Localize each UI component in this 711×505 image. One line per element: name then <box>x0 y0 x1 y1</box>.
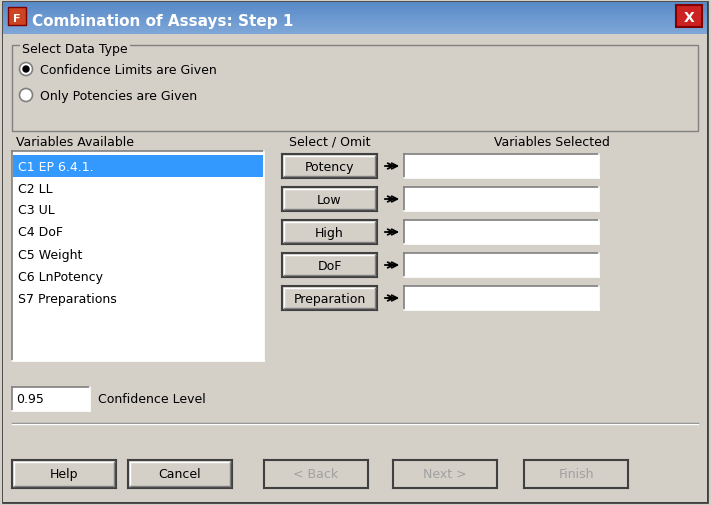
Text: High: High <box>315 226 344 239</box>
Circle shape <box>19 63 33 76</box>
FancyBboxPatch shape <box>282 188 377 212</box>
FancyBboxPatch shape <box>3 17 707 18</box>
FancyBboxPatch shape <box>3 3 707 4</box>
FancyBboxPatch shape <box>282 286 377 311</box>
FancyBboxPatch shape <box>3 14 707 15</box>
Text: < Back: < Back <box>294 468 338 481</box>
FancyBboxPatch shape <box>20 42 130 52</box>
Text: F: F <box>14 14 21 24</box>
FancyBboxPatch shape <box>12 46 698 132</box>
FancyBboxPatch shape <box>3 12 707 13</box>
Text: C4 DoF: C4 DoF <box>18 226 63 239</box>
Text: DoF: DoF <box>317 259 342 272</box>
FancyBboxPatch shape <box>3 26 707 27</box>
Text: C5 Weight: C5 Weight <box>18 248 82 261</box>
FancyBboxPatch shape <box>13 156 263 178</box>
FancyBboxPatch shape <box>524 460 628 488</box>
FancyBboxPatch shape <box>3 3 707 502</box>
Text: C2 LL: C2 LL <box>18 182 53 195</box>
Text: Confidence Limits are Given: Confidence Limits are Given <box>40 63 217 76</box>
FancyBboxPatch shape <box>3 27 707 28</box>
FancyBboxPatch shape <box>8 8 26 26</box>
FancyBboxPatch shape <box>282 155 377 179</box>
Circle shape <box>19 89 33 103</box>
FancyBboxPatch shape <box>393 460 497 488</box>
Text: Select / Omit: Select / Omit <box>289 135 370 148</box>
FancyBboxPatch shape <box>676 6 702 28</box>
FancyBboxPatch shape <box>3 24 707 25</box>
Text: Help: Help <box>50 468 78 481</box>
FancyBboxPatch shape <box>12 152 264 361</box>
FancyBboxPatch shape <box>3 7 707 8</box>
Text: Variables Available: Variables Available <box>16 135 134 148</box>
FancyBboxPatch shape <box>3 34 707 35</box>
Text: C3 UL: C3 UL <box>18 204 55 217</box>
FancyBboxPatch shape <box>3 15 707 16</box>
FancyBboxPatch shape <box>3 31 707 32</box>
FancyBboxPatch shape <box>3 33 707 34</box>
FancyBboxPatch shape <box>3 6 707 7</box>
Text: Low: Low <box>317 193 342 206</box>
FancyBboxPatch shape <box>3 5 707 6</box>
FancyBboxPatch shape <box>3 21 707 22</box>
FancyBboxPatch shape <box>3 4 707 5</box>
FancyBboxPatch shape <box>404 155 599 179</box>
FancyBboxPatch shape <box>3 16 707 17</box>
Text: Next >: Next > <box>423 468 467 481</box>
Text: Cancel: Cancel <box>159 468 201 481</box>
Text: S7 Preparations: S7 Preparations <box>18 292 117 305</box>
FancyBboxPatch shape <box>3 18 707 19</box>
FancyBboxPatch shape <box>3 10 707 11</box>
Text: X: X <box>683 11 695 25</box>
Text: 0.95: 0.95 <box>16 393 44 406</box>
Text: Preparation: Preparation <box>294 292 365 305</box>
FancyBboxPatch shape <box>12 387 90 411</box>
FancyBboxPatch shape <box>3 22 707 23</box>
FancyBboxPatch shape <box>3 35 707 502</box>
Text: Finish: Finish <box>558 468 594 481</box>
FancyBboxPatch shape <box>404 254 599 277</box>
FancyBboxPatch shape <box>282 221 377 244</box>
FancyBboxPatch shape <box>3 13 707 14</box>
FancyBboxPatch shape <box>3 29 707 30</box>
FancyBboxPatch shape <box>282 254 377 277</box>
FancyBboxPatch shape <box>3 25 707 26</box>
FancyBboxPatch shape <box>404 221 599 244</box>
FancyBboxPatch shape <box>3 11 707 12</box>
Text: Only Potencies are Given: Only Potencies are Given <box>40 89 197 103</box>
FancyBboxPatch shape <box>3 28 707 29</box>
FancyBboxPatch shape <box>3 9 707 10</box>
FancyBboxPatch shape <box>404 188 599 212</box>
FancyBboxPatch shape <box>3 20 707 21</box>
Text: Confidence Level: Confidence Level <box>98 393 205 406</box>
FancyBboxPatch shape <box>3 30 707 31</box>
FancyBboxPatch shape <box>3 23 707 24</box>
FancyBboxPatch shape <box>3 32 707 33</box>
Circle shape <box>23 67 29 73</box>
FancyBboxPatch shape <box>12 460 116 488</box>
FancyBboxPatch shape <box>3 8 707 9</box>
FancyBboxPatch shape <box>128 460 232 488</box>
Text: C1 EP 6.4.1.: C1 EP 6.4.1. <box>18 160 94 173</box>
FancyBboxPatch shape <box>404 286 599 311</box>
Text: Select Data Type: Select Data Type <box>22 42 128 56</box>
Text: Combination of Assays: Step 1: Combination of Assays: Step 1 <box>32 14 294 28</box>
Text: Variables Selected: Variables Selected <box>494 135 610 148</box>
Text: C6 LnPotency: C6 LnPotency <box>18 270 103 283</box>
FancyBboxPatch shape <box>3 19 707 20</box>
Text: Potency: Potency <box>305 160 354 173</box>
FancyBboxPatch shape <box>264 460 368 488</box>
